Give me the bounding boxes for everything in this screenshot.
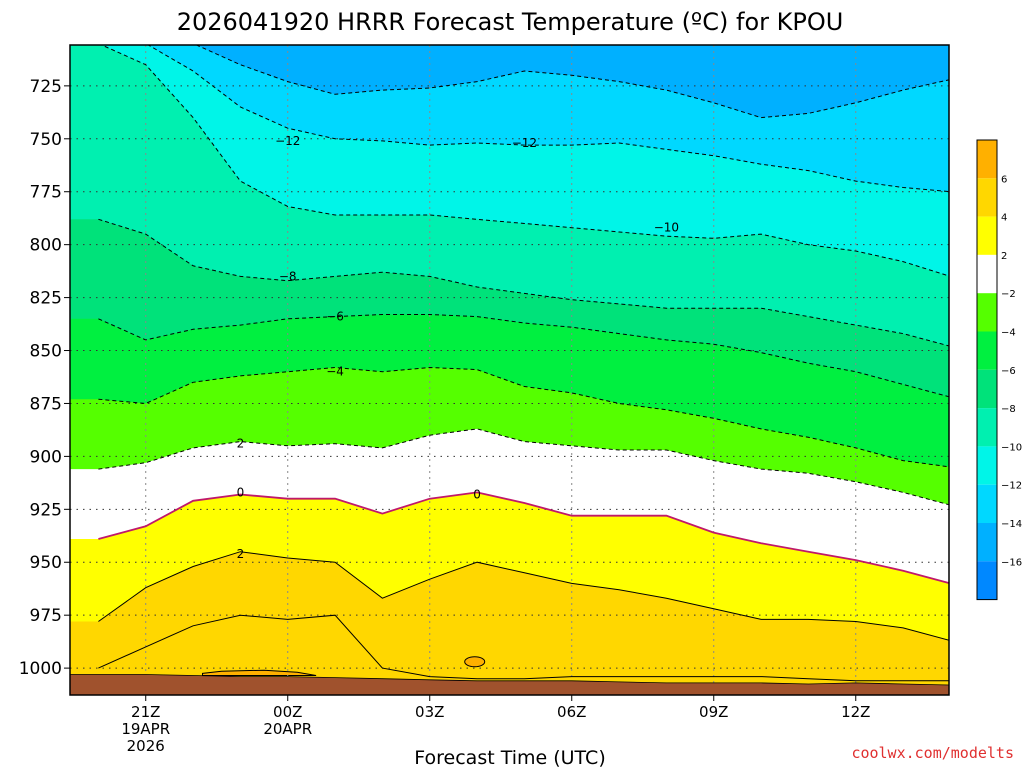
fill-band-below--14 (196, 45, 949, 118)
x-tick-label: 2026 (127, 737, 165, 755)
colorbar-swatch (977, 140, 997, 179)
surface-layer (70, 674, 949, 695)
colorbar-tick-label: −14 (1001, 519, 1022, 530)
isotherm-4 (98, 614, 949, 682)
contour-label: −12 (275, 134, 300, 148)
isotherm-neg6 (98, 314, 949, 398)
x-tick-label: 19APR (121, 720, 170, 738)
colorbar-swatch (977, 216, 997, 255)
colorbar-tick-label: −12 (1001, 481, 1022, 492)
x-tick-label: 12Z (841, 703, 870, 721)
isotherm-neg14 (195, 45, 949, 119)
colorbar-tick-label: −10 (1001, 442, 1022, 453)
y-tick-label: 1000 (19, 659, 62, 679)
chart-title: 2026041920 HRRR Forecast Temperature (ºC… (177, 8, 844, 36)
colorbar-tick-label: −8 (1001, 404, 1016, 415)
y-tick-label: 850 (30, 342, 62, 362)
x-tick-label: 00Z (273, 703, 302, 721)
y-tick-label: 925 (30, 500, 62, 520)
isotherm-neg8 (98, 218, 949, 347)
ground-surface (70, 674, 949, 695)
contour-label: −6 (326, 310, 344, 324)
colorbar-swatch (977, 254, 997, 294)
x-tick-label: 21Z (131, 703, 160, 721)
colorbar-swatch (977, 369, 997, 409)
contour-label: −12 (512, 136, 537, 150)
colorbar-swatch (977, 446, 997, 485)
colorbar-swatch (977, 408, 997, 447)
x-axis-label: Forecast Time (UTC) (414, 747, 605, 768)
isotherm-0 (98, 491, 949, 584)
y-tick-label: 725 (30, 77, 62, 97)
isotherm-2 (98, 551, 949, 641)
grid-lines (70, 45, 949, 695)
contour-label: −8 (279, 269, 297, 283)
isotherm-contours (98, 45, 949, 682)
colorbar-legend: 6 4 2 −2 −4 −6 −8 −10 −12 −14 −16 (976, 139, 1022, 601)
x-tick-label: 20APR (263, 720, 312, 738)
colorbar-swatch (977, 561, 997, 600)
y-tick-label: 750 (30, 130, 62, 150)
y-tick-label: 825 (30, 289, 62, 309)
colorbar-swatch (977, 178, 997, 217)
colorbar-frame (976, 139, 998, 601)
isotherm-neg12 (147, 45, 949, 193)
isotherm-neg4 (98, 366, 949, 468)
x-tick-label: 09Z (699, 703, 728, 721)
x-tick-label: 03Z (415, 703, 444, 721)
colorbar-tick-label: −16 (1001, 557, 1022, 568)
temperature-fill-layer (70, 45, 949, 695)
colorbar-swatch (977, 484, 997, 523)
y-tick-label: 900 (30, 447, 62, 467)
y-tick-label: 775 (30, 183, 62, 203)
colorbar-tick-label: −4 (1001, 328, 1016, 339)
contour-label: 0 (237, 485, 245, 499)
contour-label: 0 (473, 487, 481, 501)
contour-label: −10 (654, 221, 679, 235)
colorbar-tick-label: 6 (1001, 174, 1007, 185)
y-tick-label: 950 (30, 553, 62, 573)
warm-cell (464, 656, 486, 668)
colorbar-tick-label: 4 (1001, 213, 1007, 224)
isotherm-neg10 (100, 45, 949, 277)
colorbar-tick-label: 2 (1001, 251, 1007, 262)
colorbar-swatch (977, 331, 997, 370)
x-tick-label: 06Z (557, 703, 586, 721)
contour-labels: −12 −12 −10 −8 −6 −4 2 0 0 2 (237, 134, 679, 561)
colorbar-swatch (977, 523, 997, 562)
y-tick-label: 975 (30, 606, 62, 626)
colorbar-swatch (977, 293, 997, 332)
y-axis-ticks: 725 750 775 800 825 850 875 900 925 950 975 1000 (19, 77, 70, 679)
contour-label: 2 (237, 547, 245, 561)
y-tick-label: 800 (30, 236, 62, 256)
contour-label: −4 (326, 365, 344, 379)
plot-frame (69, 44, 950, 696)
colorbar-tick-label: −2 (1001, 289, 1016, 300)
credit-link[interactable]: coolwx.com/modelts (851, 744, 1014, 762)
y-tick-label: 875 (30, 394, 62, 414)
contour-label: 2 (237, 437, 245, 451)
colorbar-tick-label: −6 (1001, 366, 1016, 377)
